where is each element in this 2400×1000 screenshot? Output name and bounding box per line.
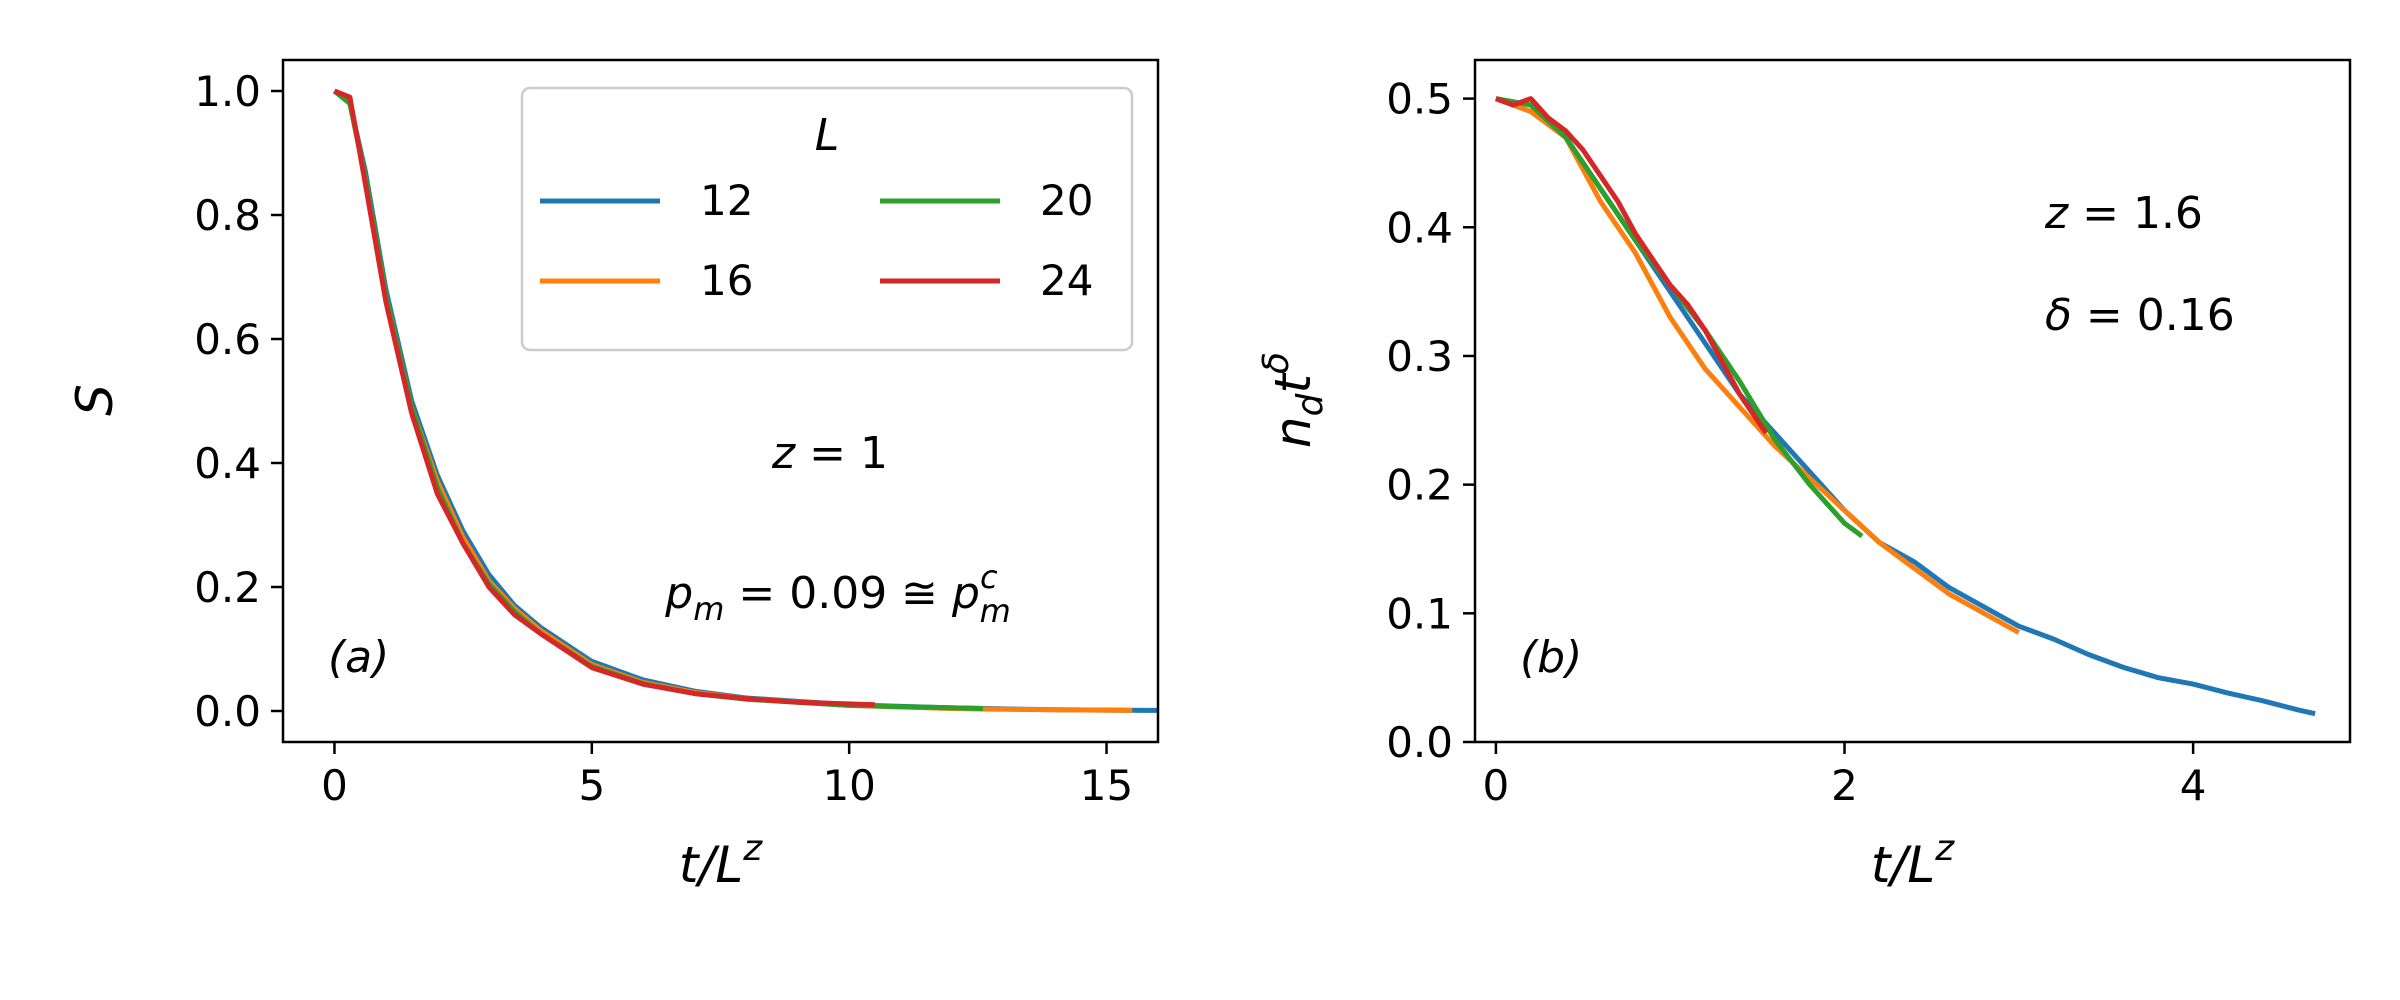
x-tick-label: 4	[2180, 761, 2207, 810]
x-tick-label: 5	[578, 761, 605, 810]
panel-a: 0 5 10 15 0.0 0.2 0.4 0.6 0.8 1.0 t/Lz (a) Sz = 1 pm …	[66, 58, 1160, 894]
legend-item-24: 24	[880, 256, 1093, 305]
y-tick-label: 0.6	[194, 315, 261, 364]
y-axis-label: S	[66, 384, 124, 416]
annotation-delta: δ = 0.16	[2045, 290, 2235, 341]
plot-frame	[1473, 58, 2352, 744]
y-tick-label: 1.0	[194, 67, 261, 116]
y-tick-label: 0.4	[194, 439, 261, 488]
annotation-z: z = 1.6	[2044, 188, 2203, 239]
series-group	[1495, 96, 2316, 717]
legend-item-12: 12	[540, 176, 753, 225]
legend-item-20: 20	[880, 176, 1093, 225]
panel-label: (a)	[328, 632, 389, 683]
legend-item-16: 16	[540, 256, 753, 305]
x-axis-label: t/Lz	[1871, 828, 1955, 894]
legend-label: 12	[700, 176, 753, 225]
y-tick-label: 0.3	[1386, 332, 1453, 381]
y-tick-label: 0.1	[1386, 589, 1453, 638]
y-tick-label: 0.4	[1386, 203, 1453, 252]
annotation-pm: pm = 0.09 ≅ pc m	[664, 558, 1010, 630]
panel-b: 0 2 4 0.0 0.1 0.2 0.3 0.4 0.5 t/Lz (b) ndtδ z = 1.6 δ…	[1256, 58, 2352, 894]
x-tick-label: 10	[822, 761, 875, 810]
legend-box	[520, 86, 1134, 352]
legend-label: 16	[700, 256, 753, 305]
series-line-24	[333, 88, 875, 708]
x-tick-label: 0	[321, 761, 348, 810]
x-tick-label: 15	[1080, 761, 1133, 810]
plot-frame	[281, 58, 1160, 744]
series-line-24	[1495, 96, 1769, 435]
legend-label: 24	[1040, 256, 1093, 305]
x-tick-label: 2	[1831, 761, 1858, 810]
y-tick-label: 0.2	[194, 563, 261, 612]
y-tick-label: 0.0	[194, 687, 261, 736]
x-tick-label: 0	[1483, 761, 1510, 810]
panel-label: (b)	[1520, 632, 1582, 683]
legend: L 12 16 20 24	[520, 86, 1134, 352]
series-line-16	[1495, 96, 2021, 635]
y-tick-label: 0.2	[1386, 461, 1453, 510]
y-tick-label: 0.5	[1386, 75, 1453, 124]
y-tick-label: 0.0	[1386, 718, 1453, 767]
y-tick-label: 0.8	[194, 191, 261, 240]
series-group	[332, 88, 1158, 713]
annotation-z: z = 1	[771, 428, 888, 479]
y-axis-label: ndtδ	[1256, 352, 1331, 448]
legend-title: L	[815, 110, 840, 161]
legend-label: 20	[1040, 176, 1093, 225]
x-axis-label: t/Lz	[679, 828, 763, 894]
